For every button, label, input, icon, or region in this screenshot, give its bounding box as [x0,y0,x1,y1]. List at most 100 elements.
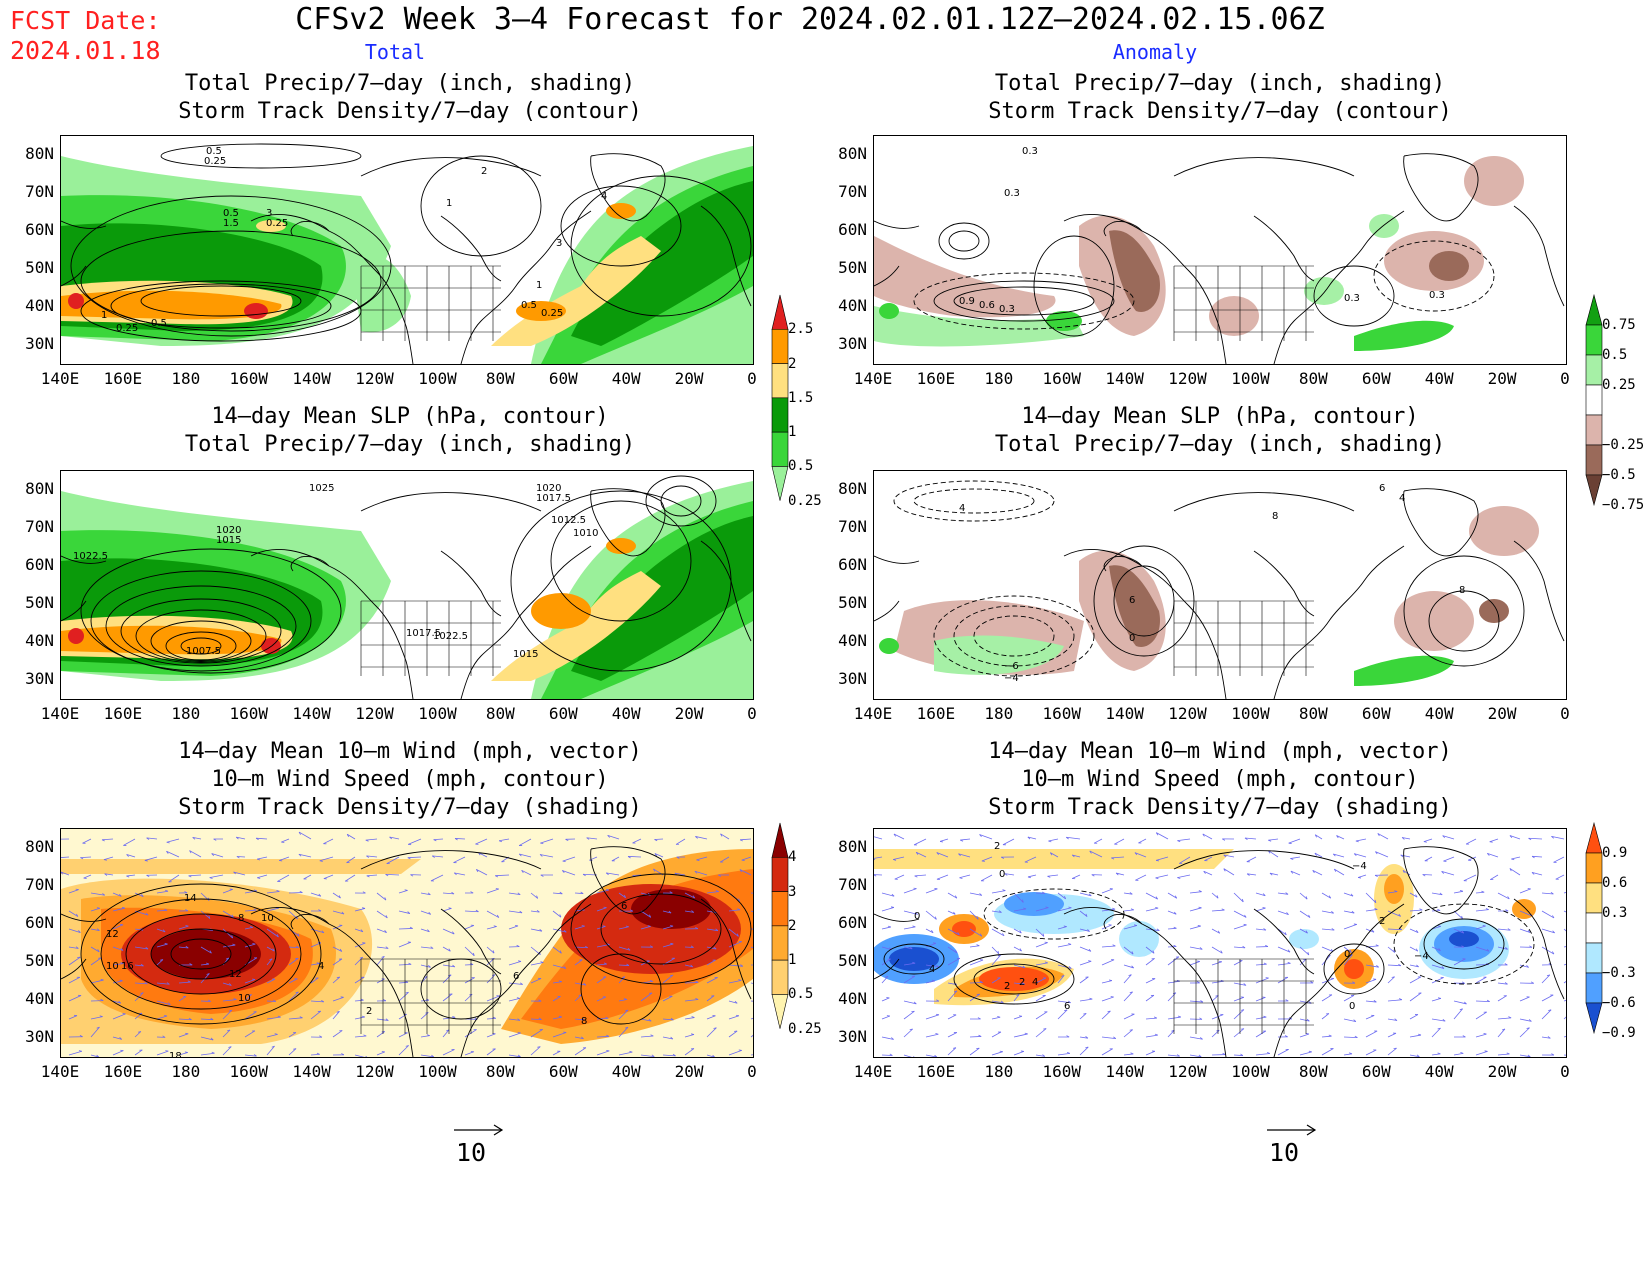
wind-vector-group [61,831,753,1057]
wind-vector-head [1085,913,1088,917]
wind-vector-head [408,962,412,965]
wind-vector [618,1026,629,1038]
wind-vector [1211,928,1220,934]
anomaly-shade-brown [1464,156,1524,206]
wind-vector-head [517,1032,521,1034]
lat-tick-label: 80N [25,479,54,498]
wind-vector-head [1018,1015,1023,1017]
wind-vector [244,927,253,930]
wind-vector [1497,1028,1506,1038]
wind-vector [1431,997,1442,1002]
wind-vector [1255,1053,1270,1056]
wind-vector [1424,856,1433,862]
wind-vector-head [1506,1052,1510,1055]
coastline-east-america [1273,903,1405,1057]
coastline-west-america [250,549,414,699]
wind-vector-head [691,910,695,913]
wind-vector-head [1177,840,1181,843]
wind-vector [1189,946,1203,950]
colorbar-label: −0.75 [1602,497,1645,513]
wind-vector [68,928,81,933]
wind-vector-head [584,945,588,949]
wind-vector [552,946,562,954]
wind-vector [222,1009,233,1020]
wind-vector-head [606,1049,610,1052]
wind-vector [398,1013,407,1020]
contour-line [973,615,1055,657]
wind-vector-head [1402,870,1405,874]
wind-vector [947,990,958,1002]
wind-vector-head [979,834,982,838]
wind-vector [1072,854,1081,858]
wind-vector [1441,871,1455,876]
wind-vector [90,1026,100,1038]
wind-vector [244,943,256,948]
wind-vector-head [1042,891,1046,894]
anomaly-shade-green [1046,311,1082,331]
wind-vector [1563,980,1566,984]
wind-vector-head [1438,948,1441,951]
reference-vector-right: 10 [1263,1120,1323,1180]
wind-vector [1489,838,1499,843]
wind-vector-head [1019,948,1022,952]
wind-vector-head [874,858,876,861]
wind-vector [903,975,916,984]
lat-tick-label: 70N [25,182,54,201]
wind-vector-head [336,976,340,979]
wind-vector [640,1035,654,1038]
wind-vector-head [492,974,496,976]
wind-vector [1497,982,1508,985]
wind-vector [903,888,917,894]
wind-vector [925,1014,940,1020]
lat-tick-label: 40N [25,989,54,1008]
wind-vector-head [385,874,389,877]
coastline-west-america [1063,214,1227,364]
colorbar-svg [1585,821,1603,1035]
wind-vector-head [146,874,150,878]
wind-vector [288,1017,303,1020]
wind-vector [126,854,136,858]
wind-vector [903,1054,912,1057]
wind-vector [256,856,268,860]
wind-vector-head [118,1000,122,1004]
wind-vector-head [1328,895,1332,899]
wind-vector-head [936,964,940,968]
state-borders [360,958,501,1034]
wind-vector [1299,1033,1310,1038]
contour-label: 2 [994,841,1000,852]
wind-vector [486,888,499,894]
wind-vector-head [979,933,983,937]
wind-vector-head [1489,841,1493,843]
wind-vector-head [164,908,168,911]
wind-vector [266,1045,275,1056]
lon-tick-label: 20W [1487,369,1517,388]
wind-vector [156,943,168,948]
lon-tick-label: 40W [611,369,641,388]
wind-vector [1057,944,1072,948]
wind-vector-head [1552,951,1555,955]
colorbar-segment [1585,942,1603,974]
wind-vector-head [119,893,122,897]
coastline-alaska [1103,556,1143,572]
wind-vector [398,910,410,914]
colorbar-precip-anomaly: 0.75 0.5 0.25 −0.25 −0.5 −0.75 [1576,275,1650,565]
contour-label: 12 [229,969,242,980]
colorbar-precip-total: 2.5 2 1.5 1 0.5 0.25 [762,275,842,565]
wind-vector-head [1332,853,1336,857]
wind-vector-head [273,999,277,1002]
wind-vector-head [1482,924,1486,927]
wind-vector [464,925,474,930]
wind-vector [1299,1018,1310,1022]
wind-vector [1343,910,1355,914]
wind-vector [706,1015,716,1020]
wind-vector [1519,996,1530,1002]
wind-vector [134,1012,143,1020]
wind-vector-head [96,907,100,909]
wind-vector [1519,928,1531,933]
wind-vector-head [565,838,569,842]
wind-vector [168,874,180,883]
anomaly-shade-lightgreen [1304,277,1344,305]
wind-vector [1387,999,1402,1002]
wind-vector-head [1155,896,1158,900]
wind-vector [1277,946,1291,953]
